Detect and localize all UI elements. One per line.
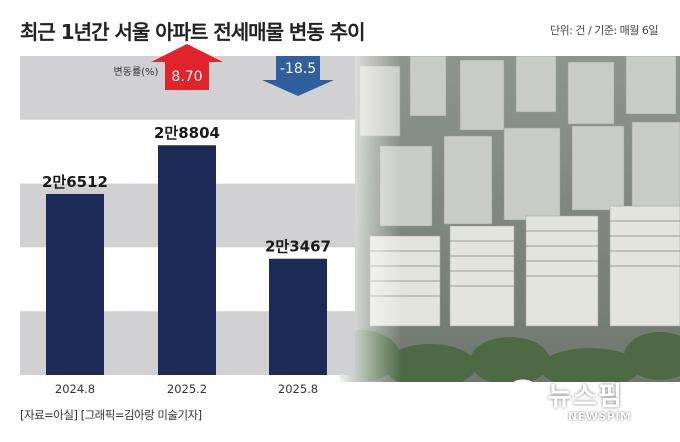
x-tick-label: 2024.8 (55, 382, 95, 396)
unit-note: 단위: 건 / 기준: 매월 6일 (549, 24, 659, 37)
newspim-logo-icon (503, 379, 543, 419)
change-value: 8.70 (171, 69, 202, 85)
x-tick-label: 2025.8 (278, 382, 318, 396)
value-label: 2만3467 (265, 238, 331, 256)
change-value: -18.5 (280, 61, 316, 77)
change-up-arrow: 8.70 (151, 44, 223, 90)
bar-2025.8 (269, 258, 327, 375)
source-credit: [자료=아실] [그래픽=김아랑 미술기자] (20, 408, 202, 422)
value-label: 2만6512 (42, 173, 108, 191)
apartment-photo (340, 56, 680, 382)
change-down-arrow: -18.5 (262, 56, 334, 96)
bar-2024.8 (46, 193, 104, 375)
logo-name: 뉴스핌 (548, 382, 623, 412)
x-tick-label: 2025.2 (167, 382, 207, 396)
value-label: 2만8804 (154, 124, 220, 142)
logo-sub: NEWSPIM (568, 410, 632, 423)
chart-title: 최근 1년간 서울 아파트 전세매물 변동 추이 (20, 20, 365, 44)
newspim-logo: 뉴스핌 NEWSPIM (500, 376, 670, 438)
change-rate-label: 변동률(%) (114, 66, 159, 78)
bar-2025.2 (158, 145, 216, 375)
